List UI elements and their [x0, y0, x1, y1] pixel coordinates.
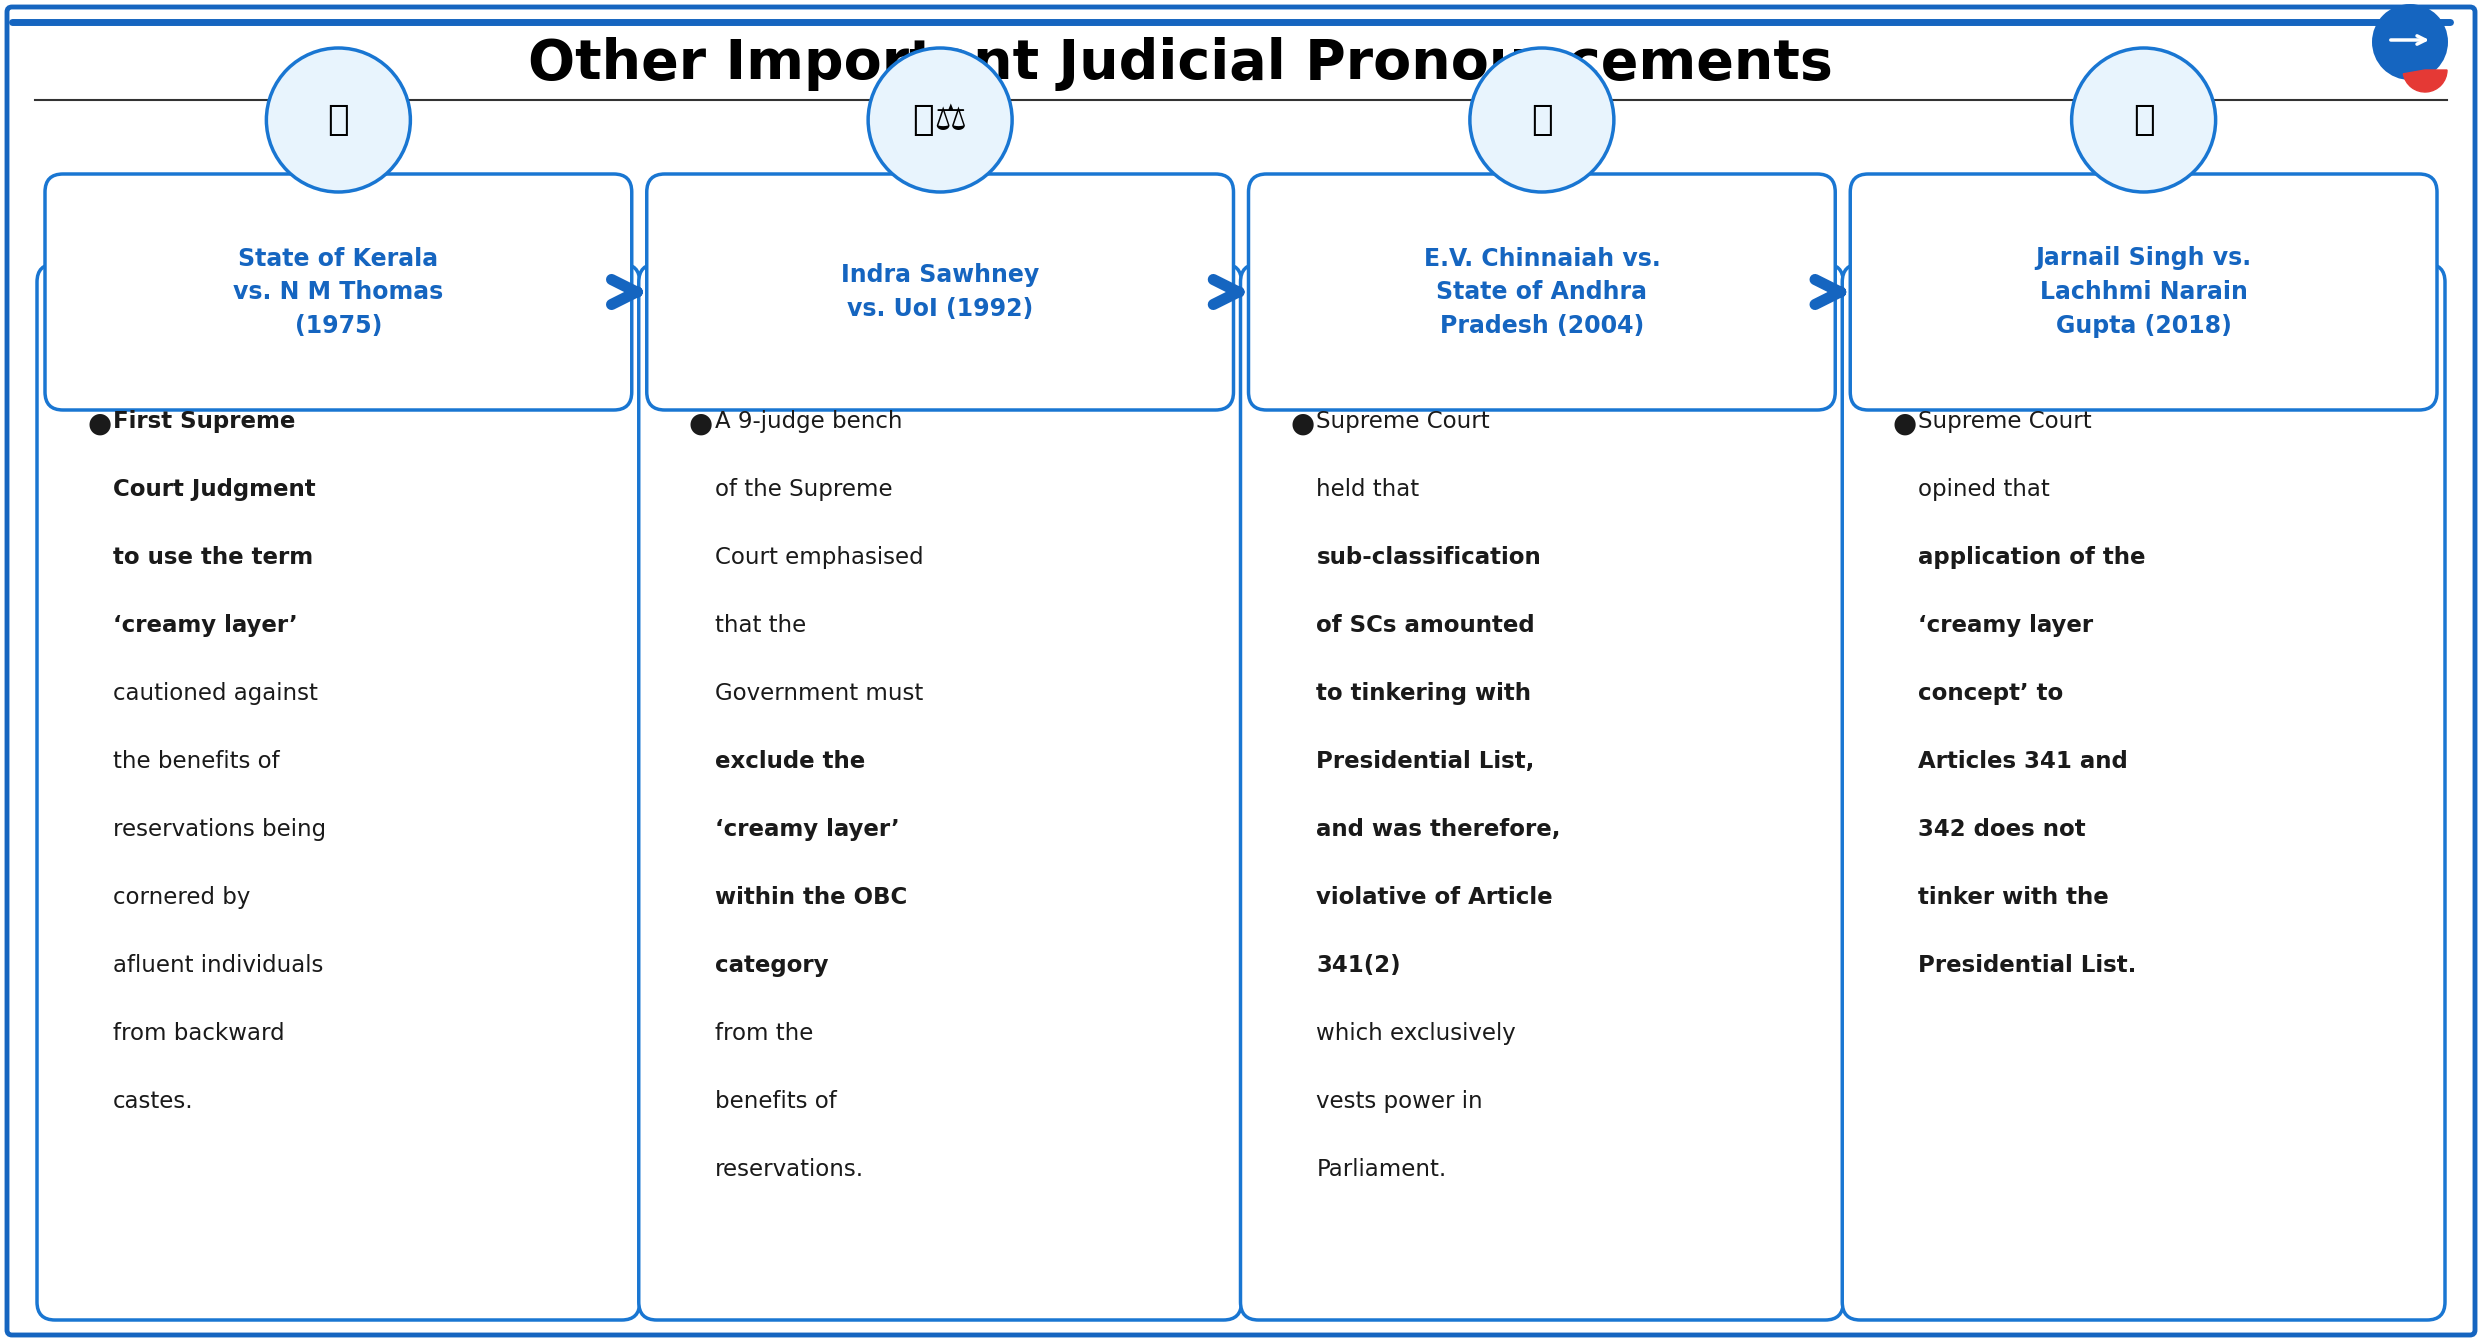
Text: castes.: castes.	[114, 1090, 194, 1113]
Text: cornered by: cornered by	[114, 886, 251, 909]
Text: Court Judgment: Court Judgment	[114, 478, 315, 501]
Text: application of the: application of the	[1919, 546, 2147, 569]
Text: from the: from the	[715, 1023, 814, 1045]
Text: that the: that the	[715, 615, 807, 637]
FancyBboxPatch shape	[1241, 264, 1844, 1321]
Text: Presidential List,: Presidential List,	[1315, 750, 1534, 773]
FancyBboxPatch shape	[45, 174, 633, 411]
Text: 342 does not: 342 does not	[1919, 819, 2085, 841]
Text: Jarnail Singh vs.
Lachhmi Narain
Gupta (2018): Jarnail Singh vs. Lachhmi Narain Gupta (…	[2035, 247, 2251, 337]
Text: Articles 341 and: Articles 341 and	[1919, 750, 2127, 773]
Text: of the Supreme: of the Supreme	[715, 478, 894, 501]
Text: exclude the: exclude the	[715, 750, 866, 773]
FancyBboxPatch shape	[648, 174, 1234, 411]
Text: category: category	[715, 954, 829, 977]
Text: opined that: opined that	[1919, 478, 2058, 501]
Text: ●: ●	[1891, 411, 1916, 437]
FancyBboxPatch shape	[37, 264, 640, 1321]
Text: concept’ to: concept’ to	[1919, 682, 2063, 705]
Circle shape	[1469, 48, 1613, 192]
Text: 👨‍⚖️: 👨‍⚖️	[913, 103, 968, 137]
Text: to use the term: to use the term	[114, 546, 313, 569]
FancyBboxPatch shape	[7, 7, 2475, 1335]
Text: Other Important Judicial Pronouncements: Other Important Judicial Pronouncements	[529, 38, 1832, 91]
Text: the benefits of: the benefits of	[114, 750, 280, 773]
Text: reservations being: reservations being	[114, 819, 325, 841]
Text: ‘creamy layer’: ‘creamy layer’	[715, 819, 898, 841]
Text: of SCs amounted: of SCs amounted	[1315, 615, 1536, 637]
Text: Indra Sawhney
vs. UoI (1992): Indra Sawhney vs. UoI (1992)	[841, 263, 1040, 321]
Text: 💻: 💻	[2132, 103, 2154, 137]
Text: to tinkering with: to tinkering with	[1315, 682, 1531, 705]
Text: First Supreme: First Supreme	[114, 411, 295, 433]
Text: vests power in: vests power in	[1315, 1090, 1484, 1113]
Circle shape	[2373, 4, 2447, 81]
FancyBboxPatch shape	[1849, 174, 2437, 411]
Text: within the OBC: within the OBC	[715, 886, 906, 909]
Text: reservations.: reservations.	[715, 1158, 864, 1181]
Text: violative of Article: violative of Article	[1315, 886, 1554, 909]
FancyBboxPatch shape	[1248, 174, 1834, 411]
Text: sub-classification: sub-classification	[1315, 546, 1541, 569]
Text: and was therefore,: and was therefore,	[1315, 819, 1561, 841]
Text: cautioned against: cautioned against	[114, 682, 318, 705]
Text: ‘creamy layer: ‘creamy layer	[1919, 615, 2092, 637]
Text: ●: ●	[1291, 411, 1315, 437]
Circle shape	[2072, 48, 2216, 192]
Text: benefits of: benefits of	[715, 1090, 836, 1113]
Text: 🏢: 🏢	[1531, 103, 1554, 137]
Text: ●: ●	[688, 411, 712, 437]
Text: 341(2): 341(2)	[1315, 954, 1402, 977]
Text: A 9-judge bench: A 9-judge bench	[715, 411, 903, 433]
Text: Court emphasised: Court emphasised	[715, 546, 923, 569]
FancyBboxPatch shape	[638, 264, 1241, 1321]
Text: held that: held that	[1315, 478, 1427, 501]
Text: Government must: Government must	[715, 682, 931, 705]
Text: E.V. Chinnaiah vs.
State of Andhra
Pradesh (2004): E.V. Chinnaiah vs. State of Andhra Prade…	[1425, 247, 1660, 337]
Circle shape	[869, 48, 1013, 192]
Wedge shape	[2403, 70, 2447, 93]
Text: ‘creamy layer’: ‘creamy layer’	[114, 615, 298, 637]
Text: Parliament.: Parliament.	[1315, 1158, 1447, 1181]
Text: Supreme Court: Supreme Court	[1315, 411, 1489, 433]
Text: afluent individuals: afluent individuals	[114, 954, 323, 977]
Text: ●: ●	[87, 411, 112, 437]
Text: Supreme Court: Supreme Court	[1919, 411, 2092, 433]
Text: State of Kerala
vs. N M Thomas
(1975): State of Kerala vs. N M Thomas (1975)	[233, 247, 444, 337]
Text: Presidential List.: Presidential List.	[1919, 954, 2137, 977]
Circle shape	[266, 48, 410, 192]
Text: which exclusively: which exclusively	[1315, 1023, 1517, 1045]
FancyBboxPatch shape	[1842, 264, 2445, 1321]
Text: 🏛️: 🏛️	[328, 103, 350, 137]
Text: tinker with the: tinker with the	[1919, 886, 2110, 909]
Text: from backward: from backward	[114, 1023, 285, 1045]
